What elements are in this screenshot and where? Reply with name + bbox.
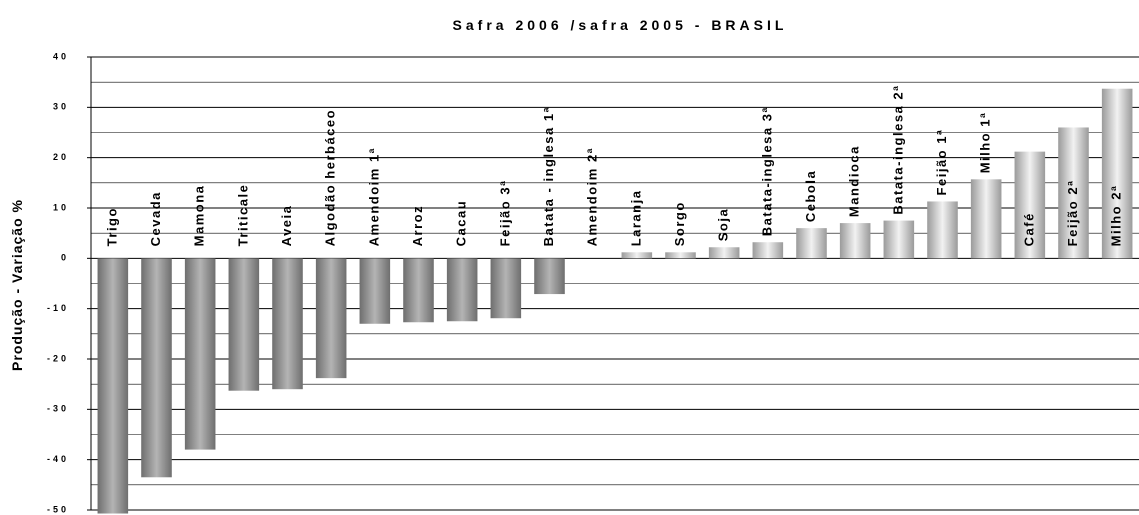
y-tick-label: -20: [47, 353, 69, 363]
bar: [1014, 151, 1046, 259]
bar: [184, 258, 216, 450]
category-label: Triticale: [235, 184, 250, 247]
bar: [490, 258, 522, 319]
category-label: Batata - inglesa 1ª: [541, 106, 556, 246]
bar: [403, 258, 434, 323]
category-label: Feijão 1ª: [934, 129, 949, 196]
category-label: Café: [1021, 212, 1036, 246]
bar: [1058, 127, 1089, 259]
y-axis-label: Produção - Variação %: [9, 199, 25, 371]
category-label: Amendoim 1ª: [366, 147, 381, 246]
bar: [359, 258, 391, 324]
y-tick-label: 10: [53, 202, 69, 212]
bar: [534, 258, 565, 295]
y-tick-label: -40: [47, 454, 69, 464]
category-label: Mamona: [192, 185, 207, 247]
category-label: Cebola: [803, 170, 818, 222]
bar: [665, 252, 696, 259]
bar: [708, 247, 740, 259]
bar: [796, 228, 827, 259]
bar: [446, 258, 478, 322]
bar: [752, 242, 784, 259]
category-label: Laranja: [628, 190, 643, 247]
bar: [839, 223, 871, 259]
y-tick-label: 20: [53, 152, 69, 162]
y-tick-label: -10: [47, 303, 69, 313]
category-label: Batata-inglesa 3ª: [759, 106, 774, 236]
bar: [1101, 88, 1133, 259]
bar: [228, 258, 260, 391]
category-label: Milho 2ª: [1109, 185, 1124, 247]
bar: [315, 258, 347, 379]
y-tick-label: -30: [47, 404, 69, 414]
category-label: Amendoim 2ª: [585, 147, 600, 246]
bar: [97, 258, 129, 514]
category-label: Batata-inglesa 2ª: [890, 85, 905, 215]
bar: [621, 252, 653, 259]
chart-title: Safra 2006 /safra 2005 - BRASIL: [453, 17, 788, 33]
y-tick-label: 40: [53, 51, 69, 61]
category-label: Arroz: [410, 205, 425, 246]
bar: [272, 258, 303, 390]
y-tick-label: 0: [61, 253, 69, 263]
y-tick-label: -50: [47, 504, 69, 514]
category-label: Aveia: [279, 205, 294, 247]
bar: [970, 179, 1002, 259]
bar: [883, 220, 915, 259]
category-label: Algodão herbáceo: [323, 109, 338, 246]
y-tick-label: 30: [53, 102, 69, 112]
bar: [927, 201, 958, 259]
category-label: Milho 1ª: [978, 112, 993, 174]
category-label: Sorgo: [672, 201, 687, 246]
category-label: Cacau: [454, 200, 469, 247]
category-label: Mandioca: [847, 145, 862, 217]
category-label: Soja: [716, 208, 731, 241]
category-label: Trigo: [104, 207, 119, 246]
category-label: Feijão 3ª: [497, 180, 512, 247]
category-label: Cevada: [148, 191, 163, 246]
category-label: Feijão 2ª: [1065, 180, 1080, 247]
bar: [141, 258, 172, 478]
